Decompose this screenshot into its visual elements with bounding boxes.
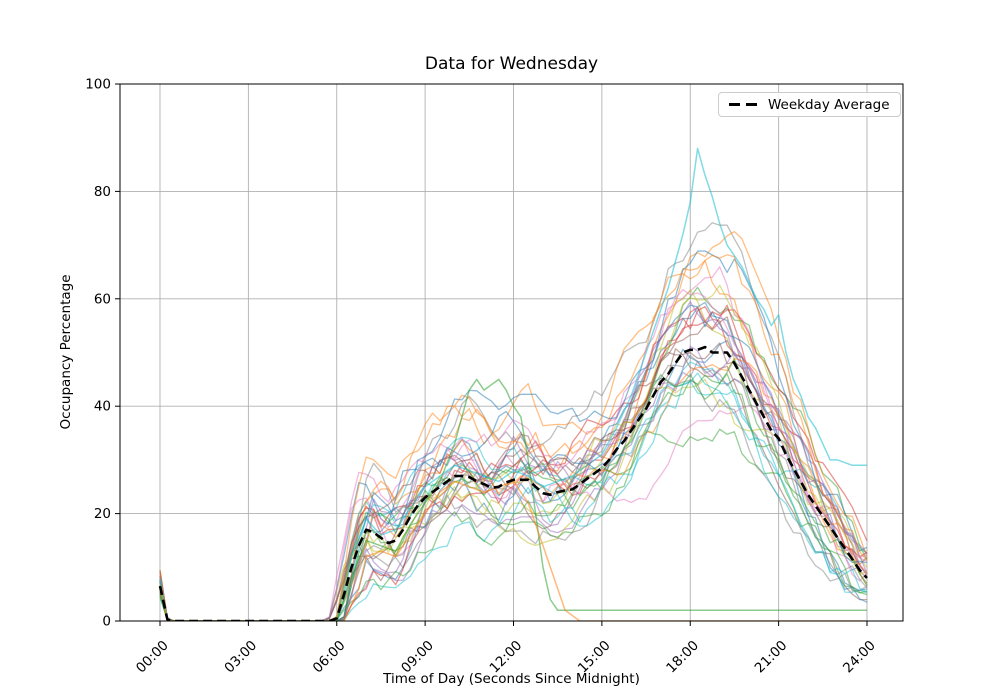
series-group xyxy=(158,147,868,621)
day-series-line xyxy=(159,372,868,621)
chart-title: Data for Wednesday xyxy=(424,54,599,74)
day-series-line xyxy=(159,354,868,621)
day-series-line xyxy=(159,379,868,621)
day-series-line xyxy=(159,286,868,621)
outlier-series-line-early-close-day xyxy=(159,378,867,621)
legend-label: Weekday Average xyxy=(768,96,890,113)
day-series-line xyxy=(159,404,868,621)
axes-frame xyxy=(119,83,904,622)
grid xyxy=(120,83,903,622)
day-series-line xyxy=(159,358,868,621)
y-axis-label: Occupancy Percentage xyxy=(58,274,74,430)
y-tick-label: 40 xyxy=(94,399,111,415)
dashed-line-sample-icon xyxy=(729,103,759,106)
outlier-series-line-zero-afternoon-day xyxy=(159,480,867,621)
day-series-line xyxy=(159,428,868,621)
day-series-line xyxy=(159,306,868,621)
y-tick-label: 60 xyxy=(94,291,111,307)
x-axis-label: Time of Day (Seconds Since Midnight) xyxy=(383,671,640,687)
y-tick-label: 0 xyxy=(102,614,111,630)
day-series-line xyxy=(159,289,868,621)
day-series-line xyxy=(159,342,868,621)
weekday-average-line xyxy=(158,345,868,621)
day-series-line xyxy=(159,259,868,621)
day-series-line xyxy=(159,230,868,621)
day-series-line xyxy=(159,250,868,621)
legend: Weekday Average xyxy=(718,92,901,117)
day-series-line xyxy=(159,345,868,621)
day-series-line xyxy=(159,254,868,621)
day-series-line xyxy=(159,357,868,621)
y-tick-label: 100 xyxy=(85,77,111,93)
day-series-line xyxy=(159,266,868,621)
day-series-line xyxy=(159,306,868,621)
y-tick-label: 80 xyxy=(94,184,111,200)
y-tick-label: 20 xyxy=(94,506,111,522)
day-series-line xyxy=(159,378,868,621)
day-series-line xyxy=(159,373,868,621)
outlier-series-line-peak-day xyxy=(159,147,867,621)
